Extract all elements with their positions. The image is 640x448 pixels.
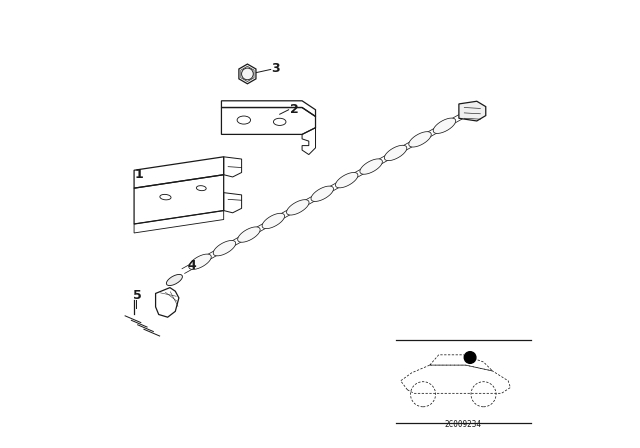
Text: 2: 2: [289, 103, 298, 116]
Text: 5: 5: [132, 289, 141, 302]
Text: 4: 4: [188, 258, 196, 272]
Polygon shape: [360, 159, 382, 174]
Text: 2C009234: 2C009234: [445, 420, 482, 429]
Polygon shape: [311, 186, 333, 202]
Polygon shape: [385, 145, 407, 161]
Polygon shape: [433, 118, 456, 134]
Circle shape: [464, 352, 476, 363]
Polygon shape: [459, 101, 486, 121]
Text: 1: 1: [134, 168, 143, 181]
Polygon shape: [237, 227, 260, 242]
Polygon shape: [166, 274, 182, 285]
Polygon shape: [335, 172, 358, 188]
Polygon shape: [262, 213, 285, 228]
Polygon shape: [213, 241, 236, 256]
Polygon shape: [239, 64, 256, 84]
Polygon shape: [189, 254, 211, 269]
Polygon shape: [287, 200, 309, 215]
Polygon shape: [409, 132, 431, 147]
Text: 3: 3: [271, 62, 280, 76]
